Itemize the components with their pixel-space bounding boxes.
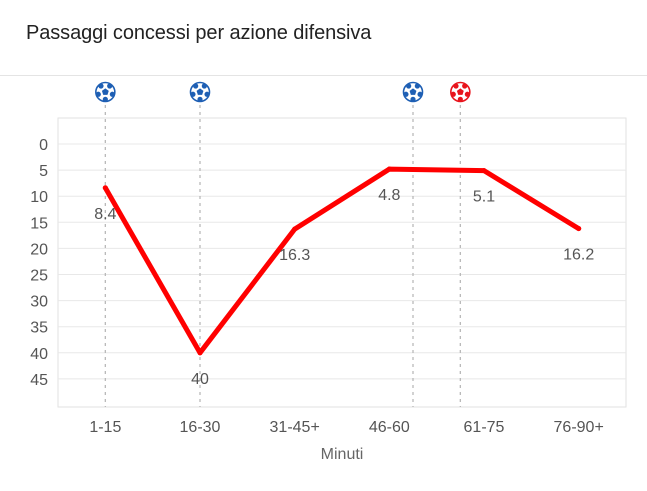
y-tick-label: 40: [30, 346, 48, 363]
y-tick-label: 15: [30, 215, 48, 232]
soccer-ball-patch: [193, 83, 199, 89]
soccer-ball-patch: [406, 83, 412, 89]
y-tick-label: 10: [30, 189, 48, 206]
soccer-ball-patch: [197, 96, 203, 102]
data-label: 8.4: [94, 206, 116, 223]
x-tick-label: 61-75: [464, 419, 505, 436]
data-point: [292, 226, 298, 232]
x-tick-label: 76-90+: [554, 419, 604, 436]
y-tick-label: 20: [30, 241, 48, 258]
soccer-ball-patch: [403, 91, 409, 97]
soccer-ball-patch: [410, 96, 416, 102]
soccer-ball-pentagon: [101, 88, 109, 95]
data-label: 40: [191, 371, 209, 388]
soccer-ball-patch: [414, 83, 420, 89]
data-point: [481, 168, 487, 174]
soccer-ball-patch: [95, 91, 101, 97]
soccer-ball-pentagon: [456, 88, 464, 95]
y-tick-label: 45: [30, 372, 48, 389]
x-tick-label: 16-30: [180, 419, 221, 436]
soccer-ball-pentagon: [196, 88, 204, 95]
y-tick-label: 35: [30, 320, 48, 337]
x-tick-label: 46-60: [369, 419, 410, 436]
series-line: [102, 166, 582, 356]
y-tick-label: 0: [39, 137, 48, 154]
soccer-ball-patch: [201, 83, 207, 89]
soccer-ball-patch: [102, 96, 108, 102]
x-tick-label: 1-15: [89, 419, 121, 436]
soccer-ball-patch: [190, 91, 196, 97]
soccer-ball-patch: [464, 91, 470, 97]
data-label: 16.3: [279, 247, 310, 264]
x-tick-label: 31-45+: [270, 419, 320, 436]
data-point: [576, 226, 582, 232]
card-header: Passaggi concessi per azione difensiva: [0, 0, 647, 76]
soccer-ball-patch: [462, 83, 468, 89]
soccer-ball-patch: [98, 83, 104, 89]
soccer-ball-patch: [109, 91, 115, 97]
data-point: [197, 350, 203, 356]
soccer-ball-patch: [453, 83, 459, 89]
data-point: [386, 166, 392, 172]
soccer-ball-patch: [457, 96, 463, 102]
data-label: 16.2: [563, 247, 594, 264]
data-label: 5.1: [473, 189, 495, 206]
data-point: [102, 185, 108, 191]
x-axis-title: Minuti: [321, 446, 364, 463]
plot-frame: [57, 117, 627, 408]
soccer-ball-pentagon: [409, 88, 417, 95]
data-label: 4.8: [378, 187, 400, 204]
soccer-ball-patch: [417, 91, 423, 97]
y-tick-label: 5: [39, 163, 48, 180]
y-tick-label: 30: [30, 294, 48, 311]
chart-title: Passaggi concessi per azione difensiva: [26, 22, 372, 44]
soccer-ball-patch: [107, 83, 113, 89]
y-tick-label: 25: [30, 268, 48, 285]
soccer-ball-patch: [450, 91, 456, 97]
soccer-ball-patch: [204, 91, 210, 97]
